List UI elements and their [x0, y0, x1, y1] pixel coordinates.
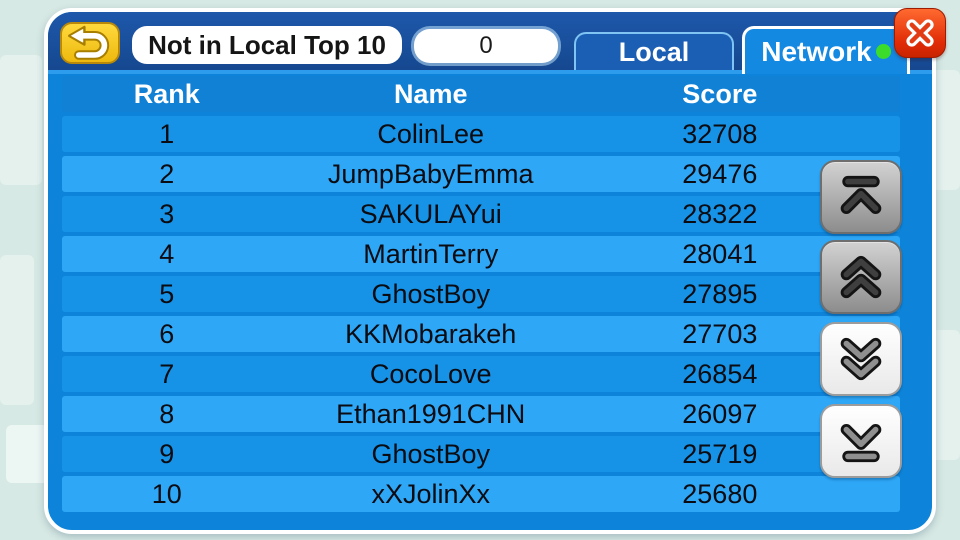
table-row: 4 MartinTerry 28041 [62, 236, 900, 272]
score-cell: 27703 [682, 318, 758, 349]
table-row: 7 CocoLove 26854 [62, 356, 900, 392]
name-cell: GhostBoy [371, 438, 490, 469]
score-count-field: 0 [414, 29, 558, 63]
name-cell: GhostBoy [371, 278, 490, 309]
name-cell: MartinTerry [363, 238, 499, 269]
tab-local[interactable]: Local [574, 32, 734, 70]
column-header-name: Name [393, 78, 468, 109]
table-row: 3 SAKULAYui 28322 [62, 196, 900, 232]
table-row: 1 ColinLee 32708 [62, 116, 900, 152]
scroll-up-button[interactable] [820, 240, 902, 314]
name-cell: JumpBabyEmma [327, 158, 534, 189]
name-cell: Ethan1991CHN [336, 398, 526, 429]
rank-cell: 4 [159, 238, 175, 269]
scrollbar [820, 12, 902, 530]
rank-cell: 8 [159, 398, 175, 429]
score-cell: 25680 [682, 478, 758, 509]
column-header-rank: Rank [133, 78, 200, 109]
name-cell: SAKULAYui [359, 198, 502, 229]
rank-cell: 2 [159, 158, 175, 189]
rank-cell: 5 [159, 278, 175, 309]
online-status-dot [875, 44, 891, 59]
score-cell: 29476 [682, 158, 758, 189]
scroll-down-icon [833, 333, 889, 385]
column-header-score: Score [682, 78, 758, 109]
table-header-row: Rank Name Score [62, 76, 900, 112]
back-arrow-icon [66, 25, 114, 61]
name-cell: CocoLove [369, 358, 492, 389]
rank-cell: 9 [159, 438, 175, 469]
score-cell: 28322 [682, 198, 758, 229]
score-cell: 26854 [682, 358, 758, 389]
table-row: 9 GhostBoy 25719 [62, 436, 900, 472]
background-shape [0, 255, 34, 405]
table-row: 6 KKMobarakeh 27703 [62, 316, 900, 352]
score-cell: 26097 [682, 398, 758, 429]
table-row: 10 xXJolinXx 25680 [62, 476, 900, 512]
tab-network[interactable]: Network [742, 26, 910, 74]
score-cell: 25719 [682, 438, 758, 469]
scroll-up-icon [833, 251, 889, 303]
tab-network-label: Network [761, 35, 872, 67]
name-cell: xXJolinXx [371, 478, 490, 509]
score-cell: 32708 [682, 118, 758, 149]
rank-cell: 7 [159, 358, 175, 389]
name-cell: ColinLee [377, 118, 484, 149]
table-row: 5 GhostBoy 27895 [62, 276, 900, 312]
score-cell: 28041 [682, 238, 758, 269]
table-row: 8 Ethan1991CHN 26097 [62, 396, 900, 432]
scroll-to-top-icon [833, 171, 889, 223]
rank-cell: 3 [159, 198, 175, 229]
close-icon [900, 13, 940, 53]
close-button[interactable] [894, 8, 946, 58]
local-rank-status: Not in Local Top 10 [132, 26, 402, 64]
scroll-down-button[interactable] [820, 322, 902, 396]
name-cell: KKMobarakeh [345, 318, 517, 349]
scroll-to-bottom-icon [833, 415, 889, 467]
rank-cell: 10 [151, 478, 182, 509]
tab-local-label: Local [618, 36, 690, 67]
table-row: 2 JumpBabyEmma 29476 [62, 156, 900, 192]
rank-cell: 6 [159, 318, 175, 349]
back-button[interactable] [60, 22, 120, 64]
score-cell: 27895 [682, 278, 758, 309]
leaderboard-rows: 1 ColinLee 32708 2 JumpBabyEmma 29476 3 … [62, 116, 900, 516]
background-shape [0, 55, 42, 185]
scroll-to-top-button[interactable] [820, 160, 902, 234]
leaderboard-window: Not in Local Top 10 0 Local Network Rank… [44, 8, 936, 534]
divider [48, 70, 932, 74]
scroll-to-bottom-button[interactable] [820, 404, 902, 478]
rank-cell: 1 [159, 118, 175, 149]
